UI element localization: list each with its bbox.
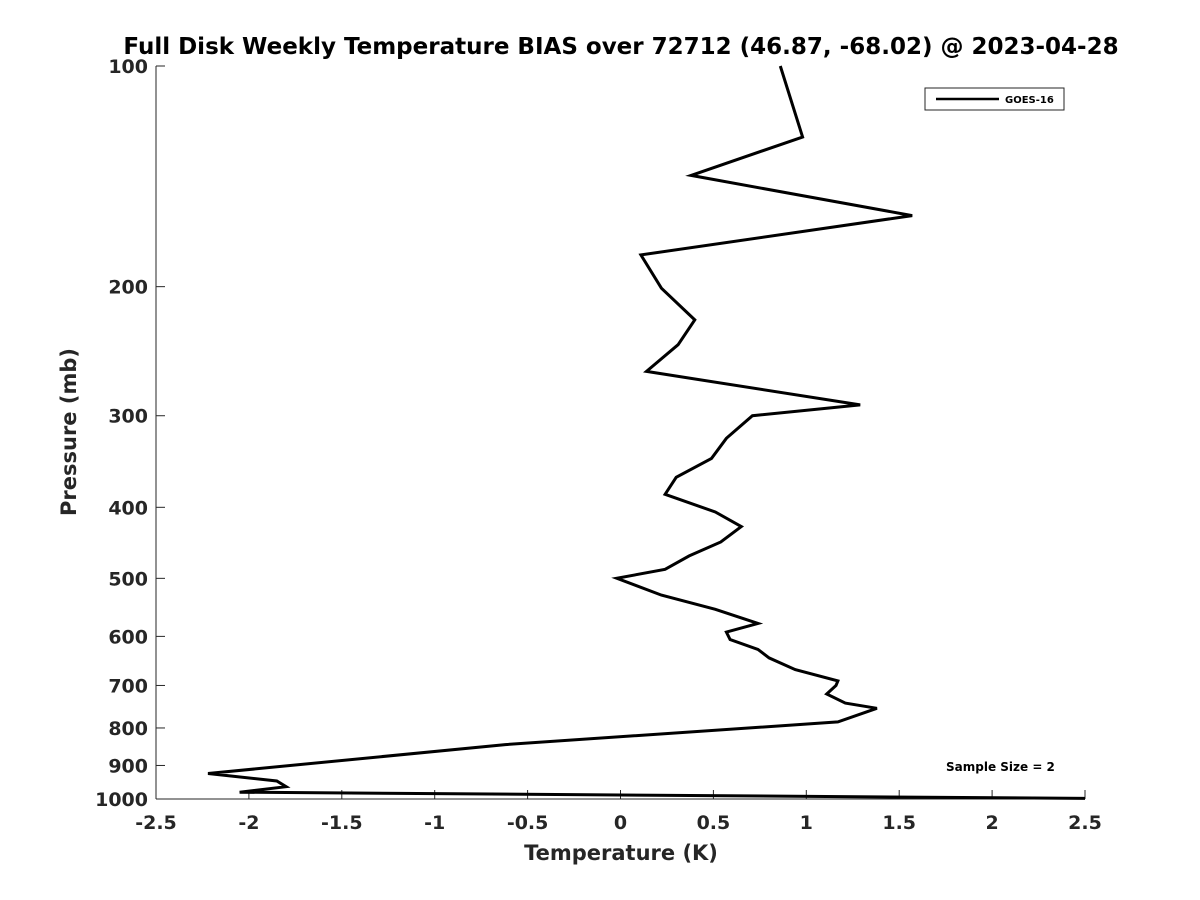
y-tick-label: 800 [108, 718, 148, 740]
x-tick-label: 0 [614, 812, 627, 834]
y-tick-label: 300 [108, 406, 148, 428]
x-axis-label: Temperature (K) [524, 841, 718, 865]
y-tick-label: 200 [108, 277, 148, 299]
x-tick-label: -1.5 [321, 812, 363, 834]
series-layer [207, 65, 1086, 800]
series-line-goes-16 [207, 65, 1086, 800]
y-axis-label: Pressure (mb) [57, 348, 81, 516]
x-tick-label: -1 [424, 812, 445, 834]
y-tick-label: 900 [108, 755, 148, 777]
chart-title: Full Disk Weekly Temperature BIAS over 7… [123, 34, 1118, 60]
y-tick-label: 100 [108, 56, 148, 78]
x-tick-label: -2 [238, 812, 259, 834]
y-tick-label: 500 [108, 568, 148, 590]
x-tick-label: 0.5 [697, 812, 731, 834]
legend-label: GOES-16 [1005, 95, 1054, 106]
x-tick-label: -2.5 [135, 812, 177, 834]
x-tick-label: 1.5 [882, 812, 916, 834]
x-axis: -2.5 -2 -1.5 -1 -0.5 0 0.5 1 1.5 2 2.5 [135, 790, 1102, 834]
x-tick-label: -0.5 [507, 812, 549, 834]
sample-size-annotation: Sample Size = 2 [946, 760, 1055, 774]
x-tick-label: 2 [985, 812, 998, 834]
y-tick-label: 700 [108, 675, 148, 697]
y-tick-label: 1000 [95, 789, 148, 811]
y-axis: 100 200 300 400 500 600 700 800 900 1000 [95, 56, 165, 811]
y-tick-label: 600 [108, 626, 148, 648]
x-tick-label: 2.5 [1068, 812, 1102, 834]
x-tick-label: 1 [800, 812, 813, 834]
legend: GOES-16 [924, 87, 1065, 111]
y-tick-label: 400 [108, 497, 148, 519]
